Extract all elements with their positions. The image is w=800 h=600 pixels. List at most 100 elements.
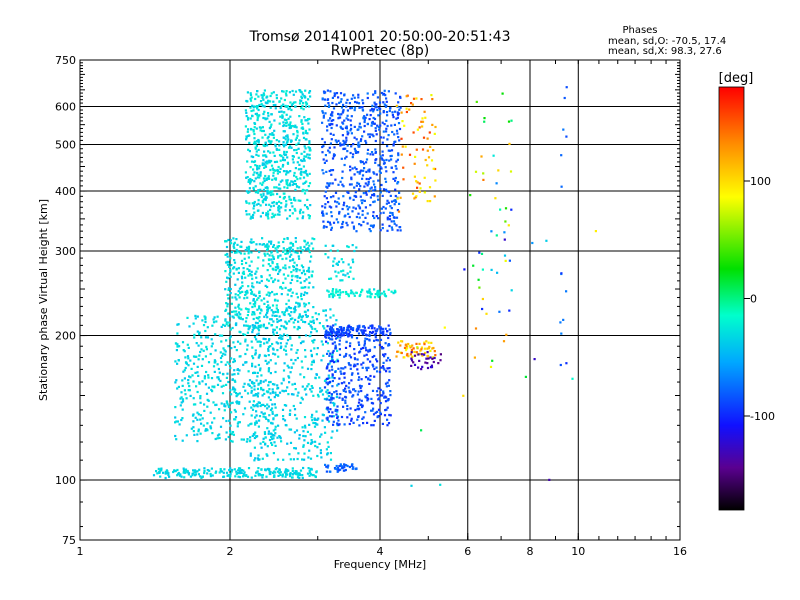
data-point xyxy=(249,423,252,426)
data-point xyxy=(209,352,212,356)
data-point xyxy=(375,338,378,342)
data-point xyxy=(277,355,280,358)
data-point xyxy=(367,366,370,369)
data-point xyxy=(331,96,334,99)
data-point xyxy=(365,193,368,196)
data-point xyxy=(282,90,285,93)
colorbar-tick-label: 100 xyxy=(750,175,771,188)
data-point xyxy=(397,152,400,155)
data-point xyxy=(308,244,311,247)
data-point xyxy=(326,220,330,223)
data-point xyxy=(375,215,378,218)
data-point xyxy=(382,392,385,395)
data-point xyxy=(227,435,230,439)
data-point xyxy=(360,399,363,402)
data-point xyxy=(264,338,267,341)
data-point xyxy=(307,122,310,125)
data-point xyxy=(350,336,354,339)
data-point xyxy=(267,384,270,387)
data-point xyxy=(254,416,257,419)
data-point xyxy=(408,153,412,156)
data-point xyxy=(370,124,373,127)
data-point xyxy=(374,127,377,130)
data-point xyxy=(415,148,418,151)
data-point xyxy=(385,396,388,399)
data-point xyxy=(275,160,279,163)
data-point xyxy=(308,423,311,426)
data-point xyxy=(177,473,180,476)
data-point xyxy=(307,302,311,305)
data-point xyxy=(290,180,293,183)
data-point xyxy=(347,263,350,266)
data-point xyxy=(261,163,264,167)
data-point xyxy=(325,331,328,334)
data-point xyxy=(325,340,328,343)
data-point xyxy=(342,331,345,334)
data-point xyxy=(374,161,377,164)
data-point xyxy=(351,334,354,337)
data-point xyxy=(336,405,339,408)
data-point xyxy=(247,191,250,194)
data-point xyxy=(331,101,334,105)
data-point xyxy=(227,297,230,300)
data-point xyxy=(176,343,179,346)
data-point xyxy=(387,422,391,425)
data-point xyxy=(327,395,330,398)
data-point xyxy=(395,355,398,358)
data-point xyxy=(284,277,287,280)
data-point xyxy=(307,286,310,289)
data-point xyxy=(251,282,254,285)
data-point xyxy=(323,225,326,228)
data-point xyxy=(249,92,252,95)
data-point xyxy=(328,293,331,297)
data-point xyxy=(266,243,269,246)
data-point xyxy=(233,390,236,393)
data-point xyxy=(180,475,183,478)
data-point xyxy=(298,437,301,440)
data-point xyxy=(349,367,352,370)
data-point xyxy=(349,326,352,329)
data-point xyxy=(345,384,348,387)
data-point xyxy=(264,198,267,202)
data-point xyxy=(285,322,289,325)
data-point xyxy=(209,411,212,414)
data-point xyxy=(293,307,296,310)
data-point xyxy=(358,207,362,210)
data-point xyxy=(303,155,306,158)
data-point xyxy=(262,415,265,418)
data-point xyxy=(393,203,396,206)
data-point xyxy=(337,271,340,274)
data-point xyxy=(273,328,276,331)
data-point xyxy=(275,414,278,417)
data-point xyxy=(366,92,369,95)
data-point xyxy=(223,324,227,327)
data-point xyxy=(434,167,437,171)
data-point xyxy=(253,336,257,339)
data-point xyxy=(290,108,293,112)
data-point xyxy=(177,359,180,362)
data-point xyxy=(361,404,364,407)
data-point xyxy=(189,475,192,478)
data-point xyxy=(296,268,299,271)
data-point xyxy=(504,259,507,262)
data-point xyxy=(284,389,287,392)
data-point xyxy=(352,227,356,230)
data-point xyxy=(420,429,423,432)
data-point xyxy=(331,288,335,291)
data-point xyxy=(350,373,354,376)
data-point xyxy=(301,93,304,96)
data-point xyxy=(272,257,275,260)
data-point xyxy=(377,125,380,128)
data-point xyxy=(248,384,251,387)
data-point xyxy=(228,314,232,318)
data-point xyxy=(396,209,399,212)
data-point xyxy=(256,405,259,408)
data-point xyxy=(257,209,260,212)
data-point xyxy=(343,381,346,384)
data-point xyxy=(235,298,238,301)
data-point xyxy=(272,104,275,107)
data-point xyxy=(296,476,300,479)
data-point xyxy=(325,465,328,468)
data-point xyxy=(258,281,261,284)
data-point xyxy=(346,150,349,153)
